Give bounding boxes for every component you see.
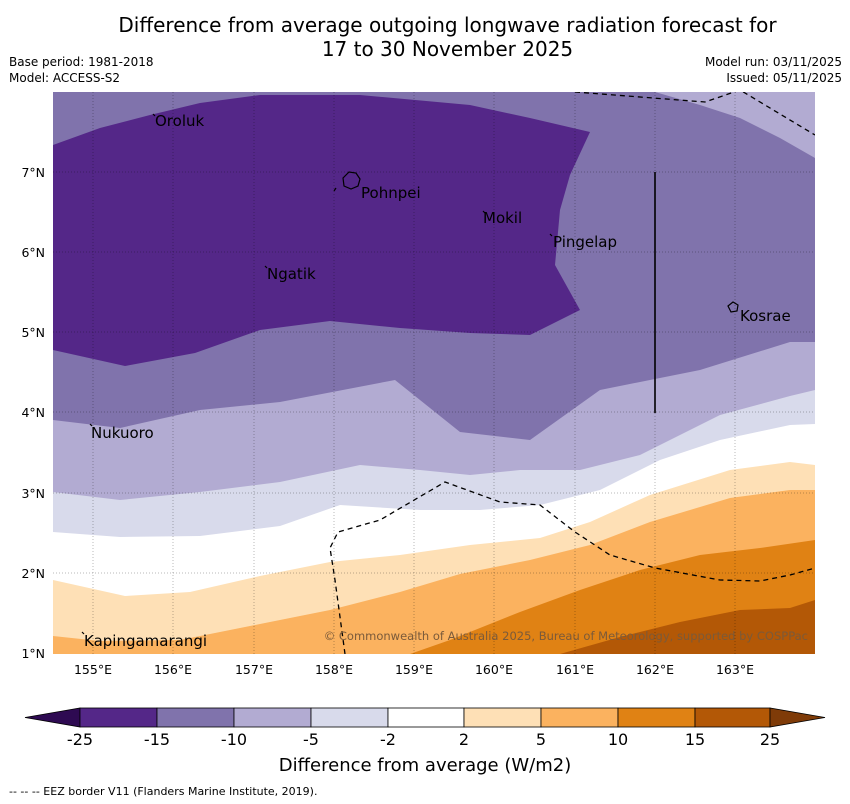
islands <box>81 113 739 635</box>
colorbar-title: Difference from average (W/m2) <box>278 755 572 776</box>
band-p15-p25 <box>560 600 815 654</box>
colorbar-tick-label: 5 <box>536 730 546 749</box>
latitude-labels: 7°N 6°N 5°N 4°N 3°N 2°N 1°N <box>21 165 45 661</box>
graticule <box>53 92 815 654</box>
colorbar-extend-low <box>24 707 81 728</box>
lon-label: 163°E <box>716 662 754 677</box>
colorbar-tick-label: 15 <box>685 730 705 749</box>
eez-legend-note: -- -- -- EEZ border V11 (Flanders Marine… <box>9 785 318 798</box>
kosrae-island-shape <box>727 301 739 313</box>
colorbar-swatch <box>540 707 619 728</box>
lon-label: 159°E <box>395 662 433 677</box>
place-label-oroluk: Oroluk <box>155 112 204 130</box>
place-label-ngatik: Ngatik <box>267 265 316 283</box>
colorbar-swatch <box>79 707 158 728</box>
base-period-label: Base period: 1981-2018 <box>9 55 154 69</box>
longitude-labels: 155°E 156°E 157°E 158°E 159°E 160°E 161°… <box>74 662 754 677</box>
colorbar-swatch <box>463 707 542 728</box>
lon-label: 158°E <box>315 662 353 677</box>
model-label: Model: ACCESS-S2 <box>9 71 121 85</box>
lat-label: 2°N <box>21 566 45 581</box>
lat-label: 3°N <box>21 486 45 501</box>
nukuoro-mark <box>89 423 93 427</box>
lat-label: 6°N <box>21 245 45 260</box>
place-label-kosrae: Kosrae <box>740 307 791 325</box>
pingelap-mark <box>549 233 553 237</box>
colorbar-tick-label: 10 <box>608 730 628 749</box>
oroluk-mark <box>152 113 156 117</box>
colorbar-ticks: -25 -15 -10 -5 -2 2 5 10 15 25 <box>67 730 780 749</box>
ant-island-mark <box>333 187 337 192</box>
lon-label: 157°E <box>235 662 273 677</box>
colorbar-tick-label: 25 <box>760 730 780 749</box>
colorbar-tick-label: -15 <box>144 730 170 749</box>
colorbar-swatch <box>310 707 389 728</box>
colorbar <box>24 707 826 728</box>
colorbar-swatch <box>617 707 696 728</box>
colorbar-tick-label: -25 <box>67 730 93 749</box>
pohnpei-island-shape <box>342 171 361 190</box>
colorbar-swatch <box>233 707 312 728</box>
place-labels: Oroluk Pohnpei Mokil Pingelap Ngatik Kos… <box>84 112 791 650</box>
ngatik-mark <box>264 265 268 269</box>
colorbar-swatch <box>156 707 235 728</box>
colorbar-tick-label: -2 <box>380 730 396 749</box>
colorbar-tick-label: -5 <box>303 730 319 749</box>
place-label-pingelap: Pingelap <box>553 233 617 251</box>
lon-label: 161°E <box>556 662 594 677</box>
lon-label: 162°E <box>636 662 674 677</box>
meta-right: Model run: 03/11/2025 Issued: 05/11/2025 <box>705 54 842 86</box>
kapingamarangi-mark <box>81 631 85 635</box>
lon-label: 155°E <box>74 662 112 677</box>
lon-label: 156°E <box>154 662 192 677</box>
chart-title: Difference from average outgoing longwav… <box>0 13 850 61</box>
lat-label: 5°N <box>21 325 45 340</box>
lat-label: 1°N <box>21 646 45 661</box>
band-m25-m15 <box>53 95 590 366</box>
anomaly-map: Oroluk Pohnpei Mokil Pingelap Ngatik Kos… <box>53 92 815 654</box>
meta-left: Base period: 1981-2018 Model: ACCESS-S2 <box>9 54 154 86</box>
lat-label: 4°N <box>21 405 45 420</box>
colorbar-swatch <box>387 707 465 728</box>
place-label-nukuoro: Nukuoro <box>91 424 154 442</box>
lat-label: 7°N <box>21 165 45 180</box>
colorbar-swatch <box>694 707 771 728</box>
issued-label: Issued: 05/11/2025 <box>726 71 842 85</box>
mokil-mark <box>482 210 486 214</box>
colorbar-tick-label: 2 <box>459 730 469 749</box>
model-run-label: Model run: 03/11/2025 <box>704 55 842 69</box>
title-line-2: 17 to 30 November 2025 <box>321 37 574 61</box>
title-line-1: Difference from average outgoing longwav… <box>118 13 777 37</box>
band-m10-m5-ne <box>655 92 815 158</box>
eez-border <box>329 92 815 654</box>
place-label-kapingamarangi: Kapingamarangi <box>84 632 207 650</box>
place-label-pohnpei: Pohnpei <box>361 184 421 202</box>
colorbar-extend-high <box>769 707 826 728</box>
place-label-mokil: Mokil <box>483 209 522 227</box>
lon-label: 160°E <box>475 662 513 677</box>
colorbar-tick-label: -10 <box>221 730 247 749</box>
copyright-notice: © Commonwealth of Australia 2025, Bureau… <box>324 629 808 643</box>
